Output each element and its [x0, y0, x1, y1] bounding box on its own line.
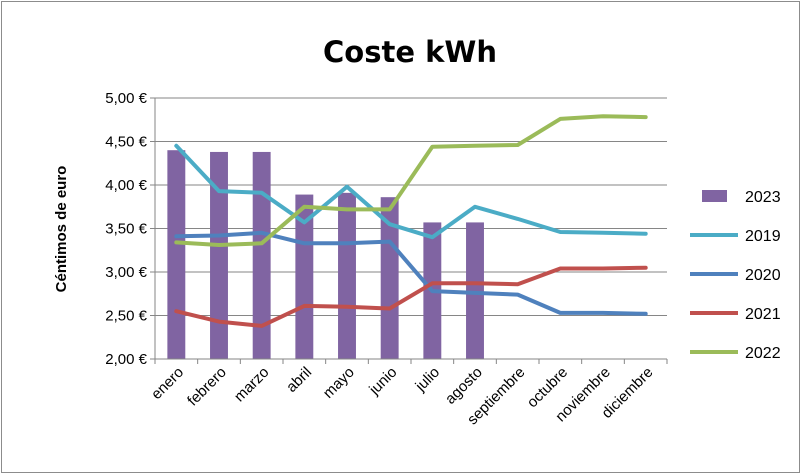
axis-layer [150, 97, 668, 364]
y-tick-label: 4,50 € [105, 134, 147, 151]
bar-2023 [466, 222, 484, 359]
bar-layer [167, 150, 484, 359]
line-2022 [174, 114, 648, 247]
legend: 2023 2019 2020 2021 2022 [690, 189, 781, 362]
x-tick-label: febrero [184, 364, 230, 410]
y-tick-label: 3,00 € [105, 264, 147, 281]
bar-2023 [210, 151, 228, 359]
x-tick-label: mayo [320, 364, 358, 402]
bar-2023 [295, 194, 314, 359]
chart-title: Coste kWh [323, 35, 497, 69]
bar-2023 [252, 151, 271, 359]
legend-label-2021: 2021 [745, 306, 781, 323]
legend-label-2022: 2022 [745, 345, 781, 362]
y-axis-label: Céntimos de euro [53, 166, 70, 293]
line-layer [174, 114, 648, 328]
x-tick-label: enero [148, 364, 187, 403]
y-tick-label: 2,00 € [105, 351, 147, 368]
y-tick-label: 4,00 € [105, 177, 147, 194]
y-tick-label: 2,50 € [105, 308, 147, 325]
legend-label-2023: 2023 [745, 189, 781, 206]
bar-2023 [380, 197, 399, 359]
legend-label-2019: 2019 [745, 228, 781, 245]
y-tick-label: 5,00 € [105, 90, 147, 107]
x-tick-label: junio [365, 364, 400, 399]
line-2021 [174, 265, 648, 328]
bar-2023 [338, 192, 356, 359]
line-2019 [174, 143, 648, 240]
legend-swatch-2023 [702, 190, 727, 202]
y-tick-labels: 2,00 € 2,50 € 3,00 € 3,50 € 4,00 € 4,50 € 5,00… [105, 90, 147, 368]
grid-layer [155, 97, 667, 316]
bar-2023 [167, 150, 186, 359]
x-tick-label: julio [412, 364, 444, 396]
legend-label-2020: 2020 [745, 267, 781, 284]
y-tick-label: 3,50 € [105, 221, 147, 238]
line-2020 [174, 230, 648, 316]
x-tick-label: abril [283, 364, 315, 396]
x-tick-label: marzo [231, 364, 272, 405]
